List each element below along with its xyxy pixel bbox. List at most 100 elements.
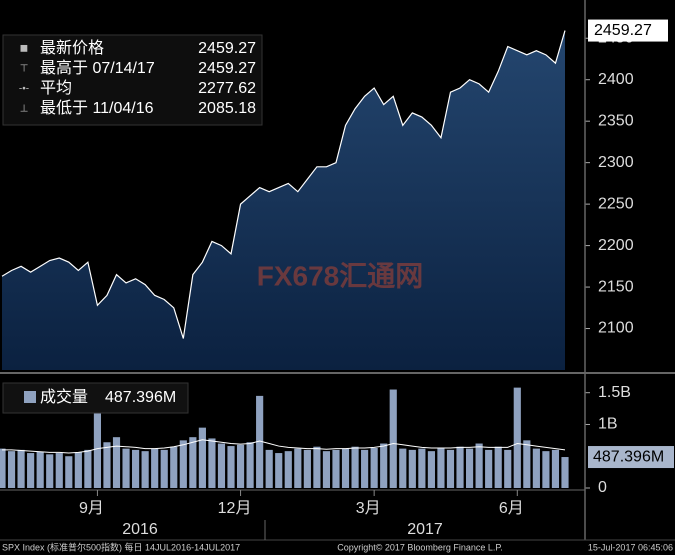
- price-line: [1, 30, 566, 339]
- stats-icon: -•-: [19, 84, 29, 95]
- volume-bar: [465, 448, 474, 488]
- year-label: 2016: [122, 521, 158, 538]
- volume-bar: [370, 447, 378, 488]
- volume-bar: [189, 437, 197, 488]
- volume-bar: [179, 440, 187, 488]
- volume-bar: [275, 453, 283, 488]
- volume-bar: [504, 449, 512, 488]
- volume-bar: [322, 451, 331, 488]
- volume-bar: [198, 427, 206, 488]
- stats-label: 最高于 07/14/17: [40, 59, 155, 77]
- stats-value: 2459.27: [198, 40, 256, 57]
- volume-bar: [84, 449, 92, 488]
- y-tick-label: 1B: [598, 416, 618, 433]
- volume-bar: [408, 449, 416, 488]
- stats-value: 2085.18: [198, 100, 256, 117]
- volume-bar: [513, 387, 521, 488]
- x-tick-label: 6月: [499, 500, 524, 517]
- year-label: 2017: [407, 521, 443, 538]
- stats-box: [2, 34, 263, 126]
- volume-bar: [294, 448, 302, 488]
- legend-label: 成交量: [40, 388, 88, 406]
- volume-bar: [399, 448, 407, 488]
- volume-bar: [122, 448, 130, 488]
- volume-panel: 0 1B 1.5B 成交量 487.396M 487.396M: [0, 382, 674, 496]
- stats-icon: ■: [20, 40, 28, 56]
- x-tick-label: 12月: [218, 500, 252, 517]
- volume-bar: [103, 442, 111, 488]
- volume-bar: [265, 449, 273, 488]
- volume-bar: [561, 457, 569, 488]
- stats-label: 最新价格: [40, 39, 104, 57]
- volume-bar: [217, 443, 226, 488]
- volume-bar: [446, 449, 455, 488]
- volume-bar: [112, 437, 121, 488]
- volume-bar: [284, 451, 292, 488]
- volume-bar: [256, 395, 264, 488]
- volume-bar: [74, 452, 82, 488]
- stats-value: 2277.62: [198, 80, 256, 97]
- footer-left: SPX Index (标准普尔500指数) 每日 14JUL2016-14JUL…: [2, 541, 240, 552]
- volume-bar: [132, 449, 140, 488]
- latest-volume-label: 487.396M: [593, 448, 664, 465]
- volume-bar: [437, 447, 445, 488]
- volume-bar: [151, 448, 159, 488]
- volume-bar: [418, 448, 426, 488]
- volume-bar: [46, 454, 54, 488]
- x-tick-label: 3月: [356, 500, 381, 517]
- y-tick-label: 2350: [598, 112, 634, 129]
- volume-bar: [475, 443, 483, 488]
- watermark: FX678汇通网: [257, 260, 424, 291]
- volume-bar: [65, 456, 73, 488]
- legend-value: 487.396M: [105, 389, 176, 406]
- latest-volume-tag: [588, 446, 674, 469]
- price-area: [2, 30, 565, 371]
- volume-bar: [208, 438, 216, 488]
- footer-center: Copyright© 2017 Bloomberg Finance L.P.: [337, 542, 503, 552]
- x-tick-label: 9月: [79, 500, 104, 517]
- volume-bar: [494, 446, 502, 488]
- volume-bar: [351, 446, 359, 488]
- volume-bar: [246, 442, 254, 488]
- volume-bar: [485, 449, 493, 488]
- volume-bar: [227, 446, 235, 488]
- y-tick-label: 2300: [598, 154, 634, 171]
- stats-icon: ⊤: [20, 64, 29, 75]
- stats-label: 最低于 11/04/16: [40, 99, 154, 117]
- y-tick-label: 1.5B: [598, 384, 631, 401]
- latest-price-label: 2459.27: [594, 22, 652, 39]
- volume-bar: [532, 448, 540, 488]
- stats-label: 平均: [40, 79, 72, 97]
- volume-bar: [523, 440, 531, 488]
- stats-value: 2459.27: [198, 60, 256, 77]
- volume-bar: [332, 449, 340, 488]
- volume-bar: [303, 449, 311, 488]
- y-tick-label: 2400: [598, 71, 634, 88]
- volume-bar: [27, 453, 35, 488]
- volume-bar: [7, 451, 16, 488]
- volume-bar: [341, 448, 350, 488]
- volume-bar: [170, 446, 178, 488]
- price-panel: 210021502200225023002350240024502459.27■…: [1, 19, 668, 371]
- volume-bar: [160, 449, 168, 488]
- stats-icon: ⊥: [20, 104, 29, 115]
- latest-price-tag: [588, 19, 668, 42]
- volume-bar: [380, 443, 388, 488]
- y-tick-label: 2100: [598, 320, 634, 337]
- volume-bar: [17, 449, 25, 488]
- volume-bar: [551, 449, 560, 488]
- legend-swatch: [24, 391, 36, 403]
- y-tick-label: 0: [598, 479, 607, 496]
- y-tick-label: 2150: [598, 278, 634, 295]
- volume-bar: [542, 451, 550, 488]
- footer-right: 15-Jul-2017 06:45:06: [588, 542, 673, 552]
- volume-bar: [456, 446, 464, 488]
- y-tick-label: 2200: [598, 237, 634, 254]
- volume-bar: [141, 451, 149, 488]
- volume-bar: [55, 453, 63, 488]
- volume-bar: [0, 448, 6, 488]
- volume-bar: [313, 446, 321, 488]
- volume-bar: [361, 449, 369, 488]
- y-tick-label: 2250: [598, 195, 634, 212]
